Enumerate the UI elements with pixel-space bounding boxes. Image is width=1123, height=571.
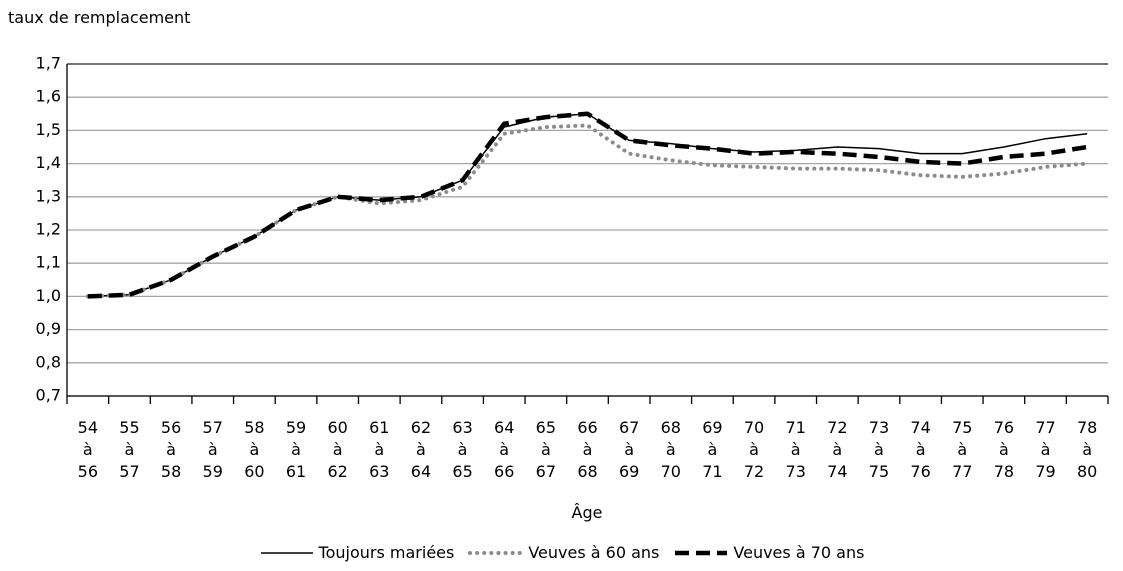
y-axis-title: taux de remplacement xyxy=(8,8,191,27)
y-tick-label: 1,7 xyxy=(36,54,61,73)
y-tick-label: 1,2 xyxy=(36,220,61,239)
y-tick-label: 0,8 xyxy=(36,352,61,371)
x-tick-label: 66 à 68 xyxy=(577,418,598,481)
legend-label: Veuves à 70 ans xyxy=(733,543,865,562)
x-tick-label: 73 à 75 xyxy=(868,418,890,481)
legend-item: Toujours mariées xyxy=(259,543,455,562)
y-tick-label: 1,1 xyxy=(36,253,61,272)
y-tick-label: 1,3 xyxy=(36,186,61,205)
x-tick-label: 55 à 57 xyxy=(119,418,140,481)
x-tick-label: 61 à 63 xyxy=(369,418,390,481)
y-tick-label: 1,5 xyxy=(36,120,61,139)
y-tick-label: 1,6 xyxy=(36,87,61,106)
x-tick-label: 78 à 80 xyxy=(1076,418,1098,481)
x-tick-label: 72 à 74 xyxy=(827,418,848,481)
x-tick-label: 70 à 72 xyxy=(743,418,765,481)
x-tick-label: 67 à 69 xyxy=(618,418,640,481)
legend-item: Veuves à 60 ans xyxy=(468,543,659,562)
x-tick-label: 65 à 67 xyxy=(535,418,557,481)
y-tick-label: 0,9 xyxy=(36,319,61,338)
x-tick-label: 68 à 70 xyxy=(660,418,681,481)
x-tick-label: 62 à 64 xyxy=(410,418,432,481)
x-tick-label: 59 à 61 xyxy=(285,418,307,481)
x-tick-label: 64 à 66 xyxy=(494,418,515,481)
x-axis-title: Âge xyxy=(571,503,603,522)
legend-swatch xyxy=(675,550,728,555)
x-tick-label: 74 à 76 xyxy=(910,418,931,481)
legend-swatch xyxy=(260,551,313,554)
line-series xyxy=(85,123,1090,299)
x-tick-label: 56 à 58 xyxy=(160,418,182,481)
legend-swatch xyxy=(468,550,525,555)
legend-label: Toujours mariées xyxy=(318,543,455,562)
x-tick-label: 58 à 60 xyxy=(244,418,265,481)
legend-label: Veuves à 60 ans xyxy=(528,543,660,562)
x-tick-label: 57 à 59 xyxy=(202,418,223,481)
legend-item: Veuves à 70 ans xyxy=(673,543,864,562)
x-tick-label: 63 à 65 xyxy=(452,418,473,481)
legend: Toujours mariées Veuves à 60 ans Veuves à … xyxy=(0,543,1123,562)
line-series xyxy=(87,111,1088,299)
x-tick-label: 54 à 56 xyxy=(77,418,98,481)
y-tick-label: 1,4 xyxy=(36,153,61,172)
x-tick-label: 69 à 71 xyxy=(702,418,723,481)
x-tick-label: 76 à 78 xyxy=(993,418,1015,481)
x-tick-label: 60 à 62 xyxy=(327,418,348,481)
x-tick-label: 77 à 79 xyxy=(1035,418,1056,481)
x-tick-label: 71 à 73 xyxy=(785,418,806,481)
y-tick-label: 0,7 xyxy=(36,386,61,405)
line-series xyxy=(87,113,1088,298)
x-tick-label: 75 à 77 xyxy=(952,418,973,481)
y-tick-label: 1,0 xyxy=(36,286,61,305)
